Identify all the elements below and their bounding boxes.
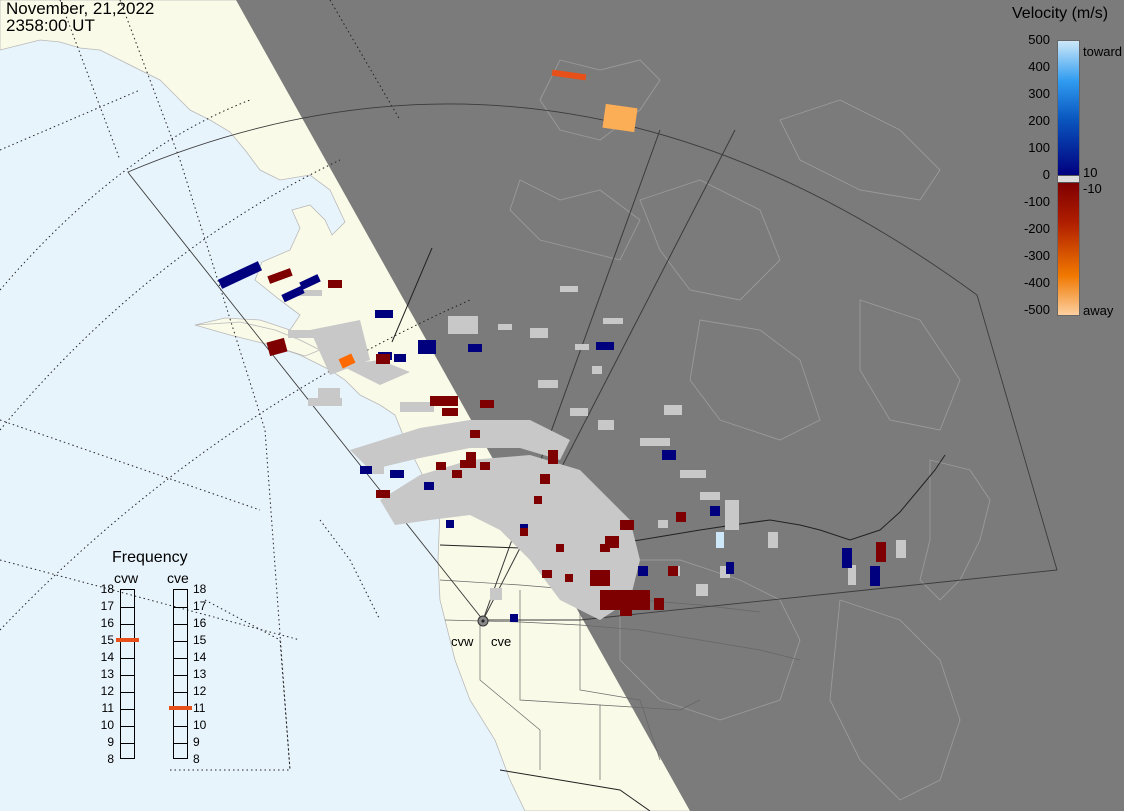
frequency-tick-label: 14 (193, 650, 207, 664)
site-label-west: cvw (451, 634, 474, 649)
velocity-tick-label: 400 (1028, 59, 1050, 74)
velocity-away (266, 268, 886, 616)
frequency-tick-label: 8 (107, 752, 114, 766)
frequency-tick-label: 9 (107, 735, 114, 749)
frequency-tick-label: 11 (101, 701, 114, 715)
frequency-gridline (121, 743, 134, 744)
frequency-gridline (174, 675, 187, 676)
date-label: November, 21,2022 (6, 0, 155, 18)
frequency-gridline (174, 726, 187, 727)
frequency-tick-label: 15 (193, 633, 207, 647)
frequency-gridline (174, 607, 187, 608)
velocity-colorbar (1057, 40, 1080, 316)
frequency-gridline (121, 692, 134, 693)
velocity-tick-label: -200 (1023, 221, 1050, 236)
velocity-scale-title: Velocity (m/s) (1012, 5, 1109, 22)
frequency-marker-cve (169, 706, 192, 710)
frequency-column-cvw (120, 589, 135, 759)
frequency-tick-label: 15 (100, 633, 114, 647)
velocity-colorbar-toward (1058, 41, 1079, 175)
frequency-tick-label: 8 (193, 752, 200, 766)
velocity-tick-label: 100 (1028, 140, 1050, 155)
frequency-tick-label: 16 (193, 616, 207, 630)
velocity-toward-light (716, 532, 724, 548)
frequency-gridline (121, 726, 134, 727)
velocity-tick-label: -100 (1023, 194, 1050, 209)
velocity-tick-label: 300 (1028, 86, 1050, 101)
velocity-colorbar-zero (1058, 175, 1079, 183)
frequency-radar-east-label: cve (167, 570, 189, 586)
frequency-tick-label: 17 (100, 599, 114, 613)
frequency-gridline (174, 658, 187, 659)
frequency-gridline (121, 624, 134, 625)
frequency-gridline (174, 692, 187, 693)
velocity-tick-label: 0 (1042, 167, 1050, 182)
velocity-tick-label: 500 (1028, 32, 1050, 47)
velocity-tick-label: 200 (1028, 113, 1050, 128)
velocity-colorbar-away (1058, 183, 1079, 315)
frequency-radar-west-label: cvw (114, 570, 139, 586)
frequency-gridline (174, 641, 187, 642)
frequency-tick-label: 14 (100, 650, 114, 664)
velocity-away-label: away (1083, 303, 1114, 318)
frequency-gridline (121, 675, 134, 676)
radar-site-marker (477, 615, 489, 627)
frequency-tick-label: 16 (100, 616, 114, 630)
velocity-tick-label: -300 (1023, 248, 1050, 263)
time-label: 2358:00 UT (6, 16, 95, 35)
ground-scatter (288, 286, 906, 620)
frequency-tick-label: 10 (193, 718, 207, 732)
frequency-tick-label: 10 (100, 718, 114, 732)
frequency-tick-label: 17 (193, 599, 207, 613)
state-lines (439, 548, 801, 780)
land-island-west (115, 38, 190, 75)
frequency-tick-label: 18 (100, 582, 114, 596)
velocity-threshold-bottom: -10 (1083, 181, 1102, 196)
frequency-gridline (174, 624, 187, 625)
velocity-tick-labels: 500 400 300 200 100 0 -100 -200 -300 -400 -500 (1000, 32, 1052, 322)
velocity-away-orange (338, 69, 638, 369)
frequency-tick-label: 9 (193, 735, 200, 749)
frequency-tick-label: 12 (193, 684, 207, 698)
frequency-title: Frequency (112, 549, 188, 566)
velocity-threshold-top: 10 (1083, 165, 1098, 180)
frequency-column-cve (173, 589, 188, 759)
frequency-tick-label: 13 (193, 667, 207, 681)
velocity-toward-label: toward (1083, 44, 1123, 59)
site-label-east: cve (491, 634, 512, 649)
frequency-tick-label: 13 (100, 667, 114, 681)
frequency-marker-cvw (116, 638, 139, 642)
frequency-gridline (121, 658, 134, 659)
frequency-gridline (174, 743, 187, 744)
velocity-tick-label: -500 (1023, 302, 1050, 317)
velocity-tick-label: -400 (1023, 275, 1050, 290)
lat-lon-grid (0, 0, 471, 771)
frequency-tick-label: 11 (193, 701, 206, 715)
frequency-gridline (121, 607, 134, 608)
frequency-gridline (121, 709, 134, 710)
frequency-tick-label: 12 (100, 684, 114, 698)
frequency-tick-label: 18 (193, 582, 207, 596)
